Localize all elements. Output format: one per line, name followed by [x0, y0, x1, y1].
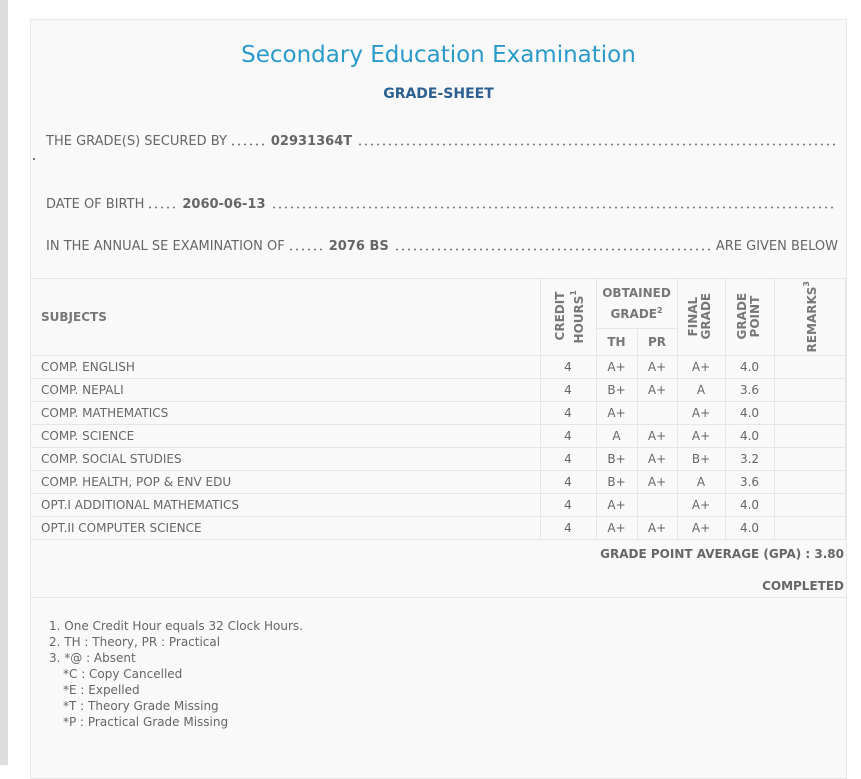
cell-gp: 4.0 [724, 493, 775, 518]
dob-value: 2060-06-13 [182, 197, 266, 212]
table-row: COMP. SCIENCE 4 A A+ A+ 4.0 [31, 424, 846, 449]
footnote: *E : Expelled [63, 683, 140, 697]
cell-remarks [773, 424, 846, 449]
cell-gp: 4.0 [724, 355, 775, 380]
footnotes: 1. One Credit Hour equals 32 Clock Hours… [31, 597, 846, 730]
table-row: COMP. SOCIAL STUDIES 4 B+ A+ B+ 3.2 [31, 447, 846, 472]
cell-final: A+ [676, 401, 726, 426]
cell-pr: A+ [636, 378, 678, 403]
cell-gp: 3.6 [724, 470, 775, 495]
cell-th: B+ [595, 447, 638, 472]
cell-final: A+ [676, 493, 726, 518]
cell-credit: 4 [539, 355, 597, 380]
cell-pr: A+ [636, 355, 678, 380]
cell-remarks [773, 355, 846, 380]
cell-pr: A+ [636, 424, 678, 449]
cell-remarks [773, 378, 846, 403]
cell-pr: A+ [636, 470, 678, 495]
header-subjects: SUBJECTS [31, 277, 541, 357]
cell-credit: 4 [539, 424, 597, 449]
header-grade-point: GRADE POINT [724, 277, 775, 357]
grades-table: SUBJECTS CREDIT HOURS1 OBTAINED GRADE2 F… [31, 277, 846, 541]
cell-gp: 3.2 [724, 447, 775, 472]
cell-subject: COMP. SOCIAL STUDIES [31, 447, 541, 472]
header-obtained-grade: OBTAINED GRADE2 [595, 277, 678, 330]
cell-remarks [773, 516, 846, 541]
cell-subject: OPT.II COMPUTER SCIENCE [31, 516, 541, 541]
footnote: 3. *@ : Absent [49, 651, 136, 665]
footnote: 2. TH : Theory, PR : Practical [49, 635, 221, 649]
footnote: *C : Copy Cancelled [63, 667, 183, 681]
cell-pr: A+ [636, 447, 678, 472]
table-row: COMP. ENGLISH 4 A+ A+ A+ 4.0 [31, 355, 846, 380]
grade-sheet: Secondary Education Examination GRADE-SH… [30, 19, 847, 779]
header-final-grade: FINAL GRADE [676, 277, 726, 357]
header-pr: PR [636, 328, 678, 357]
cell-final: A+ [676, 355, 726, 380]
cell-subject: COMP. MATHEMATICS [31, 401, 541, 426]
cell-remarks [773, 401, 846, 426]
cell-subject: COMP. ENGLISH [31, 355, 541, 380]
cell-credit: 4 [539, 401, 597, 426]
cell-remarks [773, 493, 846, 518]
cell-gp: 4.0 [724, 424, 775, 449]
footnote: *T : Theory Grade Missing [63, 699, 219, 713]
cell-final: A+ [676, 516, 726, 541]
cell-th: A+ [595, 401, 638, 426]
dob-line: DATE OF BIRTH 2060-06-13 [46, 197, 838, 212]
cell-gp: 4.0 [724, 401, 775, 426]
footnote: 1. One Credit Hour equals 32 Clock Hours… [49, 619, 303, 633]
table-row: COMP. MATHEMATICS 4 A+ A+ 4.0 [31, 401, 846, 426]
cell-pr [636, 401, 678, 426]
cell-remarks [773, 470, 846, 495]
header-th: TH [595, 328, 638, 357]
cell-subject: COMP. HEALTH, POP & ENV EDU [31, 470, 541, 495]
cell-remarks [773, 447, 846, 472]
page-subtitle: GRADE-SHEET [383, 86, 494, 102]
cell-subject: COMP. SCIENCE [31, 424, 541, 449]
secured-by-label: THE GRADE(S) SECURED BY [46, 134, 227, 149]
exam-line: IN THE ANNUAL SE EXAMINATION OF 2076 BS … [46, 239, 838, 254]
cell-gp: 3.6 [724, 378, 775, 403]
dob-label: DATE OF BIRTH [46, 197, 145, 212]
table-row: OPT.I ADDITIONAL MATHEMATICS 4 A+ A+ 4.0 [31, 493, 846, 518]
cell-final: A [676, 470, 726, 495]
cell-th: A+ [595, 516, 638, 541]
page-title: Secondary Education Examination [241, 42, 636, 68]
header-credit-hours: CREDIT HOURS1 [539, 277, 597, 357]
table-row: COMP. NEPALI 4 B+ A+ A 3.6 [31, 378, 846, 403]
cell-th: A+ [595, 355, 638, 380]
cell-final: A [676, 378, 726, 403]
secured-by-line: THE GRADE(S) SECURED BY 02931364T [46, 134, 838, 149]
cell-credit: 4 [539, 493, 597, 518]
cell-subject: OPT.I ADDITIONAL MATHEMATICS [31, 493, 541, 518]
cell-subject: COMP. NEPALI [31, 378, 541, 403]
table-row: OPT.II COMPUTER SCIENCE 4 A+ A+ A+ 4.0 [31, 516, 846, 541]
cell-th: B+ [595, 470, 638, 495]
cell-credit: 4 [539, 516, 597, 541]
cell-pr [636, 493, 678, 518]
footnote: *P : Practical Grade Missing [63, 715, 229, 729]
cell-th: B+ [595, 378, 638, 403]
cell-gp: 4.0 [724, 516, 775, 541]
cell-th: A+ [595, 493, 638, 518]
exam-suffix: ARE GIVEN BELOW [715, 239, 838, 254]
table-row: COMP. HEALTH, POP & ENV EDU 4 B+ A+ A 3.6 [31, 470, 846, 495]
cell-credit: 4 [539, 447, 597, 472]
cell-credit: 4 [539, 378, 597, 403]
cell-pr: A+ [636, 516, 678, 541]
cell-final: B+ [676, 447, 726, 472]
left-gutter [0, 0, 8, 765]
cell-th: A [595, 424, 638, 449]
exam-label: IN THE ANNUAL SE EXAMINATION OF [46, 239, 285, 254]
symbol-number: 02931364T [270, 134, 353, 149]
cell-credit: 4 [539, 470, 597, 495]
cell-final: A+ [676, 424, 726, 449]
gpa: GRADE POINT AVERAGE (GPA) : 3.80 [600, 547, 844, 561]
header-remarks: REMARKS3 [773, 277, 846, 357]
exam-year: 2076 BS [328, 239, 389, 254]
result-status: COMPLETED [762, 579, 844, 593]
